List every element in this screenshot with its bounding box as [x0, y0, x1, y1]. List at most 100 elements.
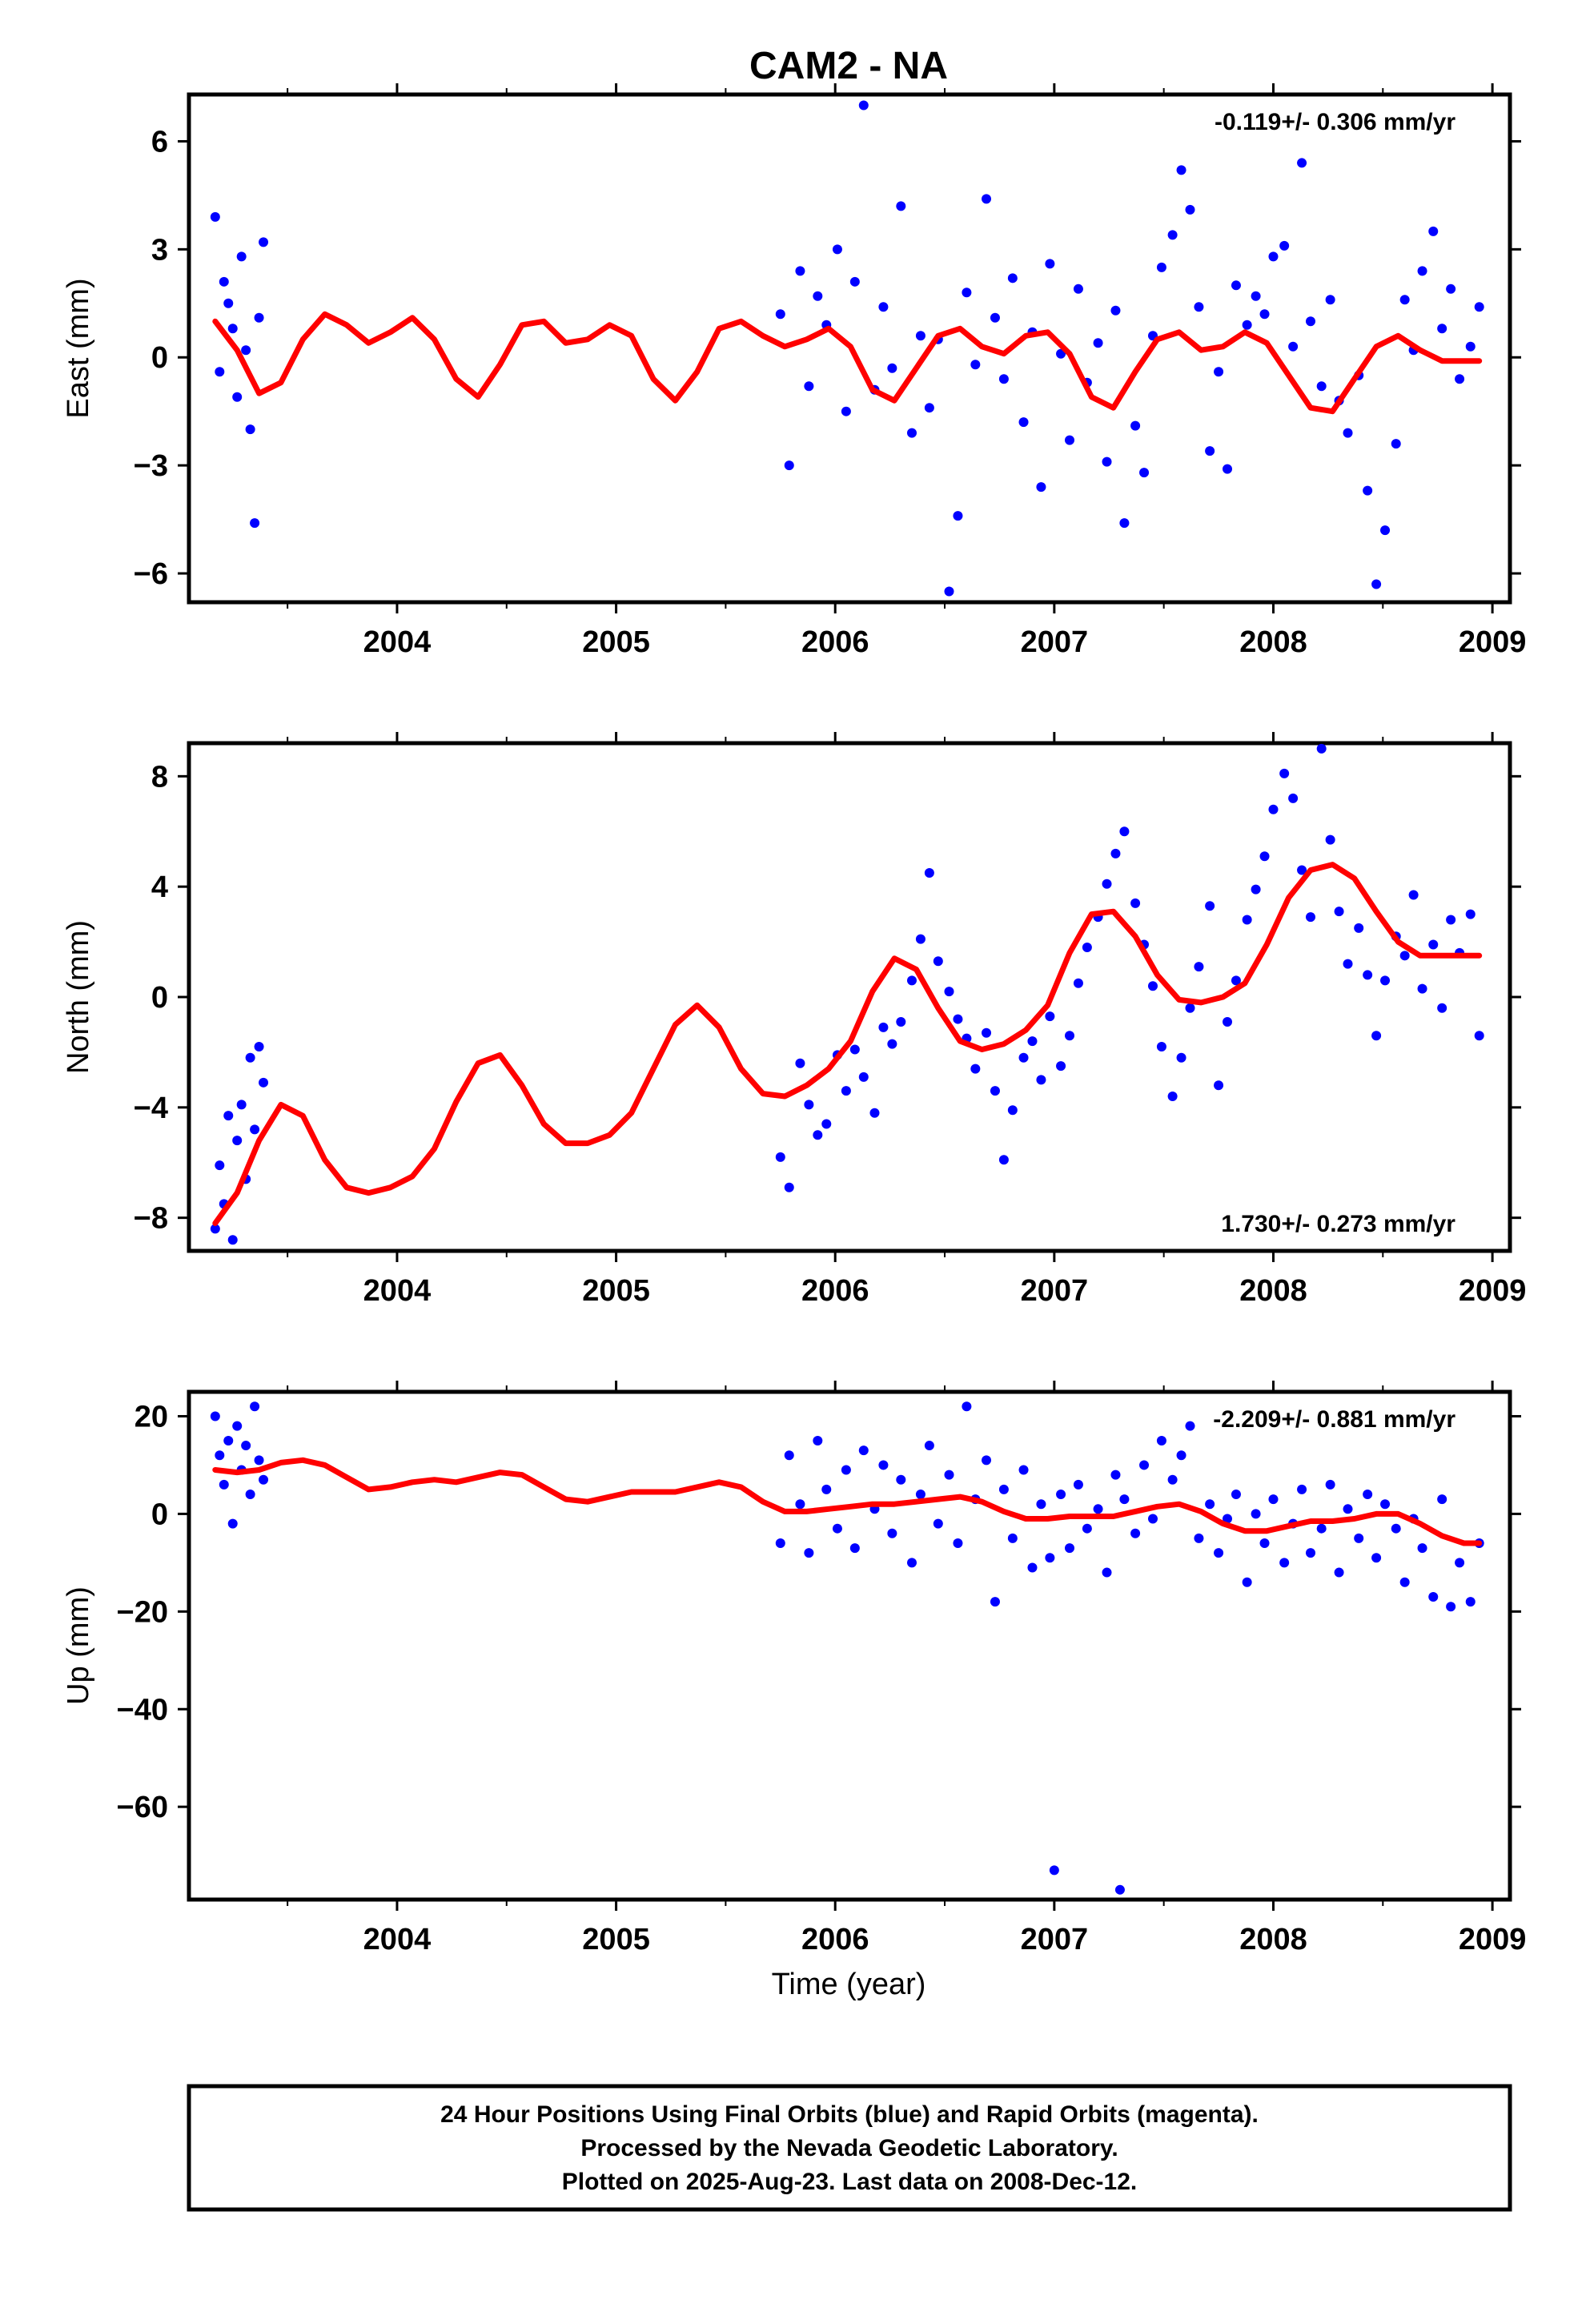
data-point-up: [1139, 1460, 1150, 1470]
data-point-east: [1045, 259, 1055, 269]
data-point-east: [832, 244, 842, 255]
data-point-north: [1408, 890, 1419, 900]
data-point-up: [1399, 1577, 1410, 1587]
data-point-up: [982, 1455, 992, 1466]
data-point-up: [241, 1441, 251, 1451]
y-tick-label-east: 6: [151, 125, 168, 159]
data-point-east: [254, 312, 264, 323]
data-point-east: [1223, 464, 1233, 474]
data-point-up: [1018, 1465, 1029, 1475]
data-point-up: [1465, 1597, 1476, 1607]
data-point-east: [250, 518, 260, 529]
data-point-north: [933, 956, 943, 967]
data-point-east: [1428, 226, 1439, 236]
data-point-up: [1214, 1548, 1224, 1558]
data-point-east: [1018, 417, 1029, 428]
data-point-east: [1268, 251, 1279, 262]
data-point-up: [1056, 1490, 1066, 1500]
y-tick-label-north: −4: [134, 1092, 168, 1125]
data-point-up: [210, 1411, 220, 1421]
data-point-east: [1325, 295, 1335, 305]
y-tick-label-up: −20: [117, 1595, 168, 1629]
data-point-north: [1176, 1052, 1186, 1063]
data-point-north: [259, 1077, 269, 1088]
data-point-up: [1049, 1865, 1059, 1876]
data-point-north: [906, 975, 917, 986]
data-point-north: [1268, 804, 1279, 814]
data-point-north: [970, 1063, 981, 1074]
data-point-north: [1242, 915, 1252, 925]
data-point-up: [944, 1470, 954, 1480]
data-point-up: [896, 1474, 906, 1485]
data-point-up: [962, 1401, 972, 1412]
x-tick-label-north: 2005: [582, 1274, 650, 1308]
y-tick-label-up: −60: [117, 1791, 168, 1824]
data-point-up: [1380, 1499, 1391, 1510]
data-point-east: [1343, 428, 1353, 438]
y-tick-label-north: 4: [151, 870, 168, 904]
data-point-north: [1380, 975, 1391, 986]
data-point-east: [1093, 338, 1103, 348]
data-point-up: [841, 1465, 851, 1475]
data-point-up: [259, 1474, 269, 1485]
data-point-up: [1259, 1538, 1270, 1548]
data-point-up: [1316, 1523, 1327, 1534]
points-east: [210, 100, 1484, 597]
data-point-east: [215, 367, 225, 377]
data-point-east: [924, 403, 934, 413]
data-point-up: [1167, 1474, 1178, 1485]
data-point-east: [1194, 302, 1204, 312]
data-point-north: [982, 1027, 992, 1038]
data-point-east: [1185, 204, 1195, 215]
x-tick-label-east: 2007: [1021, 625, 1089, 659]
data-point-north: [1223, 1017, 1233, 1027]
data-point-east: [1110, 305, 1121, 316]
data-point-up: [1065, 1543, 1074, 1554]
y-tick-label-east: 3: [151, 233, 168, 267]
data-point-north: [1027, 1036, 1038, 1047]
data-point-up: [1417, 1543, 1427, 1554]
data-point-north: [1354, 923, 1364, 933]
data-point-east: [1363, 485, 1373, 496]
data-point-up: [784, 1450, 794, 1461]
data-point-east: [784, 460, 794, 471]
data-point-east: [906, 428, 917, 438]
data-point-east: [1455, 374, 1465, 384]
data-point-north: [878, 1022, 889, 1032]
data-point-east: [1316, 381, 1327, 392]
data-point-up: [813, 1435, 823, 1445]
data-point-up: [1231, 1490, 1241, 1500]
data-point-up: [1185, 1421, 1195, 1431]
y-tick-label-up: 0: [151, 1498, 168, 1531]
data-point-up: [1251, 1509, 1261, 1519]
data-point-north: [804, 1100, 814, 1110]
data-point-up: [254, 1455, 264, 1466]
data-point-up: [804, 1548, 814, 1558]
data-point-north: [1259, 851, 1270, 862]
data-point-up: [1082, 1523, 1092, 1534]
data-point-up: [1343, 1504, 1353, 1514]
data-point-up: [858, 1445, 869, 1456]
y-axis-label-north: North (mm): [62, 920, 95, 1074]
data-point-east: [1417, 266, 1427, 276]
data-point-north: [1110, 848, 1121, 858]
data-point-up: [1147, 1514, 1158, 1524]
data-point-up: [1007, 1533, 1018, 1543]
data-point-up: [924, 1441, 934, 1451]
data-point-up: [1073, 1479, 1083, 1490]
data-point-north: [223, 1111, 234, 1121]
data-point-north: [1334, 907, 1344, 917]
data-point-north: [1018, 1052, 1029, 1063]
data-point-north: [250, 1124, 260, 1135]
data-point-up: [849, 1543, 860, 1554]
data-point-north: [1167, 1092, 1178, 1102]
data-point-up: [1156, 1435, 1166, 1445]
data-point-east: [1391, 439, 1401, 449]
data-point-up: [1114, 1884, 1125, 1895]
data-point-north: [1036, 1075, 1046, 1085]
data-point-east: [227, 324, 238, 334]
x-tick-label-up: 2005: [582, 1923, 650, 1956]
data-point-up: [1305, 1548, 1315, 1558]
x-tick-label-north: 2009: [1459, 1274, 1527, 1308]
